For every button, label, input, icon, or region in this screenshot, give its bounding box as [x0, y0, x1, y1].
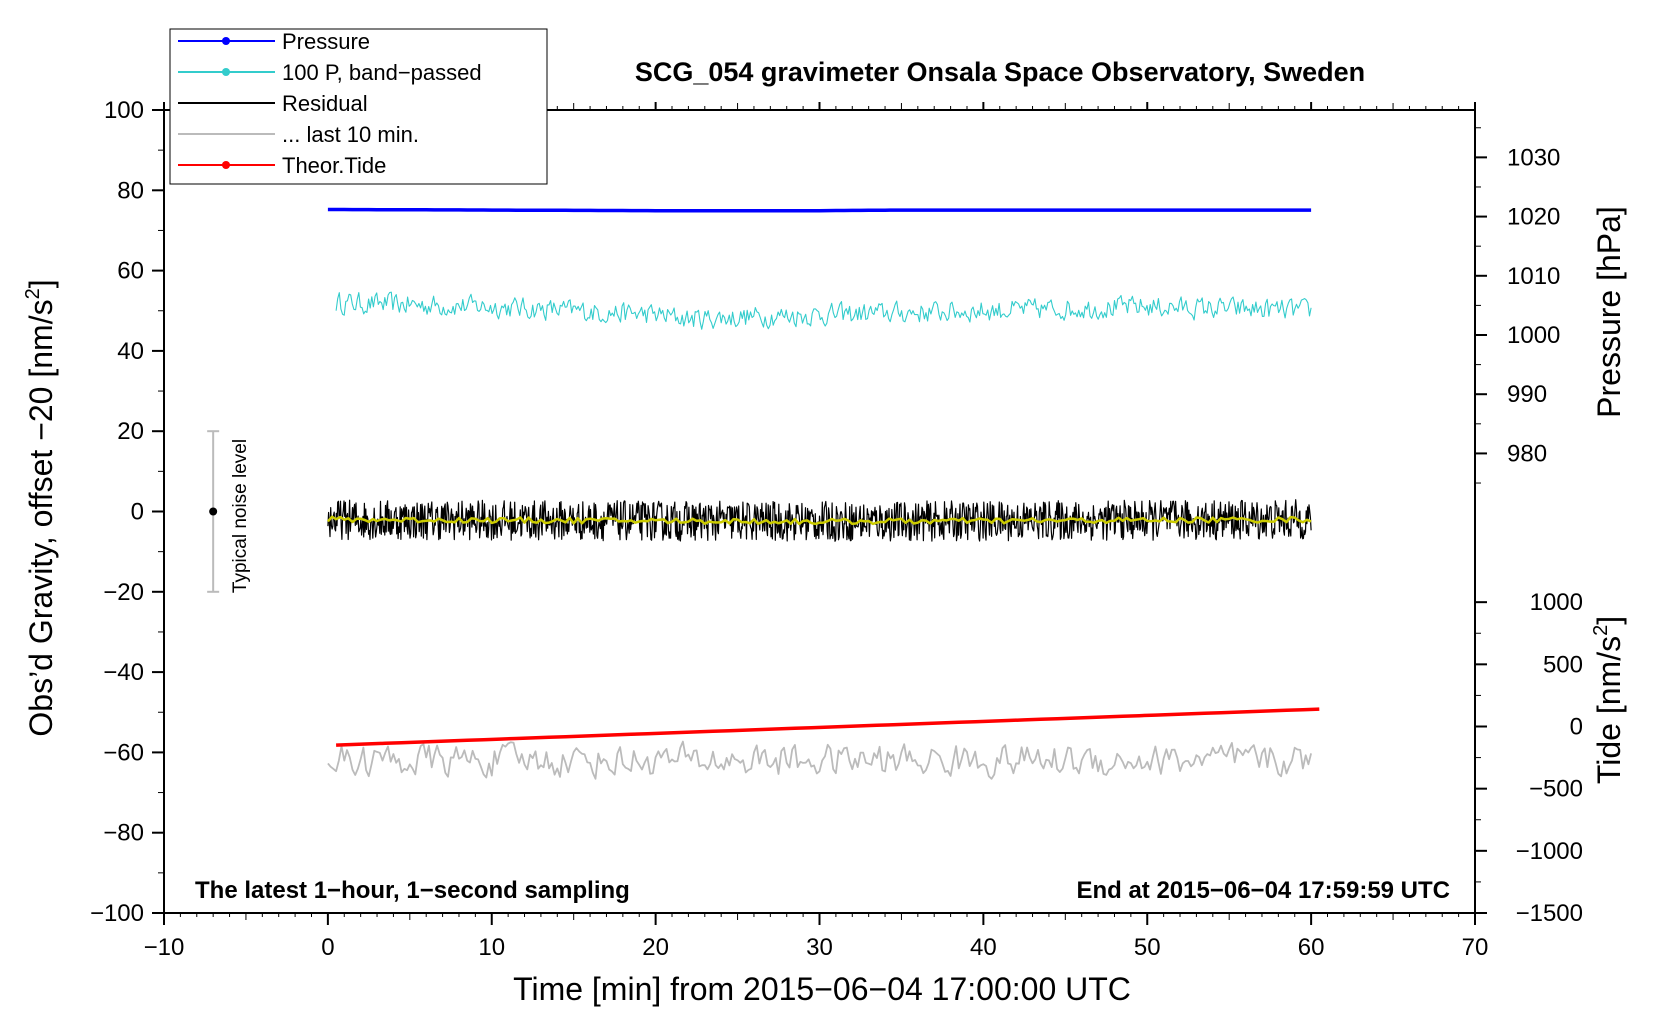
x-tick-label: 40 — [970, 934, 997, 961]
legend-box — [169, 28, 548, 185]
legend-entries: Pressure 100 P, band−passed Residual ... la… — [178, 29, 482, 178]
series-theor-tide — [336, 707, 1320, 747]
pressure-tick-label: 1010 — [1507, 263, 1560, 290]
pressure-tick-label: 1030 — [1507, 144, 1560, 171]
y-tick-label: 40 — [117, 338, 144, 365]
pressure-tick-label: 990 — [1507, 381, 1547, 408]
note-right: End at 2015−06−04 17:59:59 UTC — [1076, 877, 1450, 904]
tide-tick-label: 1000 — [1530, 589, 1583, 616]
y-tick-label: 20 — [117, 418, 144, 445]
y-left-title-sup: 2 — [22, 288, 44, 299]
y-axis-pressure: 1030 1020 1010 1000 990 980 — [1475, 127, 1560, 484]
x-axis: −10 0 10 20 30 40 50 60 70 — [144, 102, 1489, 961]
x-tick-label: −10 — [144, 934, 185, 961]
y-tick-label: −60 — [103, 739, 144, 766]
pressure-tick-label: 980 — [1507, 440, 1547, 467]
x-tick-label: 70 — [1462, 934, 1489, 961]
y-tick-label: −100 — [90, 900, 144, 927]
y-tide-title-close: ] — [1591, 616, 1627, 625]
y-left-title-close: ] — [23, 279, 59, 288]
legend-label: 100 P, band−passed — [282, 60, 482, 85]
x-tick-label: 20 — [642, 934, 669, 961]
pressure-tick-label: 1020 — [1507, 204, 1560, 231]
series-100-p-band-passed — [335, 291, 1312, 330]
legend-label: Theor.Tide — [282, 153, 386, 178]
pressure-tick-label: 1000 — [1507, 322, 1560, 349]
series-residual-smoothed — [326, 515, 1312, 526]
tide-tick-label: 0 — [1570, 714, 1583, 741]
x-axis-title: Time [min] from 2015−06−04 17:00:00 UTC — [513, 971, 1131, 1007]
y-tick-label: −80 — [103, 820, 144, 847]
y-axis-left: 100 80 60 40 20 0 −20 −40 −60 −80 −100 — [90, 97, 164, 927]
tide-tick-label: −1500 — [1516, 900, 1583, 927]
y-axis-tide-title: Tide [nm/s2] — [1590, 616, 1627, 784]
y-axis-tide: 1000 500 0 −500 −1000 −1500 — [1475, 589, 1583, 927]
legend-marker — [222, 68, 230, 76]
x-tick-label: 60 — [1298, 934, 1325, 961]
chart-title: SCG_054 gravimeter Onsala Space Observat… — [635, 57, 1365, 87]
tide-tick-label: 500 — [1543, 651, 1583, 678]
series-layer — [326, 207, 1320, 780]
legend-label: Pressure — [282, 29, 370, 54]
plot-area — [163, 109, 1476, 914]
legend-marker — [222, 37, 230, 45]
legend-label: ... last 10 min. — [282, 122, 419, 147]
y-tide-title-main: Tide [nm/s — [1591, 636, 1627, 784]
tide-tick-label: −1000 — [1516, 838, 1583, 865]
legend-label: Residual — [282, 91, 368, 116]
y-axis-left-title: Obs’d Gravity, offset −20 [nm/s2] — [22, 279, 59, 736]
legend: Pressure 100 P, band−passed Residual ... la… — [169, 28, 548, 185]
y-tick-label: −40 — [103, 659, 144, 686]
noise-label: Typical noise level — [230, 439, 251, 593]
x-tick-label: 10 — [478, 934, 505, 961]
x-tick-label: 50 — [1134, 934, 1161, 961]
x-tick-label: 30 — [806, 934, 833, 961]
y-tick-label: 80 — [117, 177, 144, 204]
y-tick-label: 0 — [131, 499, 144, 526]
tide-tick-label: −500 — [1529, 776, 1583, 803]
noise-bar-center — [209, 507, 218, 516]
noise-bar — [207, 430, 220, 593]
y-tick-label: −20 — [103, 579, 144, 606]
series-pressure — [327, 207, 1312, 213]
y-tide-title-sup: 2 — [1590, 625, 1612, 636]
y-tick-label: 60 — [117, 258, 144, 285]
y-tick-label: 100 — [104, 97, 144, 124]
y-axis-pressure-title: Pressure [hPa] — [1591, 206, 1627, 418]
x-tick-label: 0 — [321, 934, 334, 961]
series-residual — [327, 499, 1312, 542]
note-left: The latest 1−hour, 1−second sampling — [195, 877, 630, 904]
y-left-title-main: Obs’d Gravity, offset −20 [nm/s — [23, 299, 59, 736]
legend-marker — [222, 161, 230, 169]
series-last-10-min — [327, 740, 1312, 780]
